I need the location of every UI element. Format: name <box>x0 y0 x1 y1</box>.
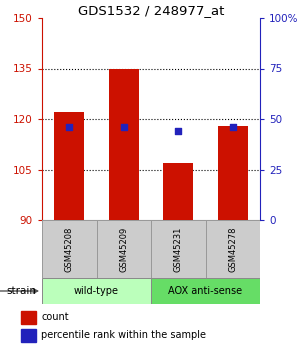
Bar <box>151 278 260 304</box>
Text: wild-type: wild-type <box>74 286 119 296</box>
Bar <box>163 163 193 220</box>
Text: GSM45231: GSM45231 <box>174 226 183 272</box>
Text: GSM45208: GSM45208 <box>65 226 74 272</box>
Bar <box>218 126 248 220</box>
Bar <box>54 112 84 220</box>
Point <box>121 124 126 130</box>
Point <box>67 124 72 130</box>
Text: AOX anti-sense: AOX anti-sense <box>168 286 243 296</box>
Text: GSM45209: GSM45209 <box>119 226 128 272</box>
Bar <box>151 220 206 278</box>
Text: GSM45278: GSM45278 <box>228 226 237 272</box>
Bar <box>20 328 36 342</box>
Bar <box>206 220 260 278</box>
Text: count: count <box>41 312 69 322</box>
Text: strain: strain <box>6 286 36 296</box>
Text: percentile rank within the sample: percentile rank within the sample <box>41 331 206 341</box>
Title: GDS1532 / 248977_at: GDS1532 / 248977_at <box>78 4 224 17</box>
Point <box>176 128 181 134</box>
Bar <box>42 278 151 304</box>
Bar <box>42 220 97 278</box>
Point <box>230 124 235 130</box>
Bar <box>109 69 139 220</box>
Bar <box>20 310 36 324</box>
Bar <box>97 220 151 278</box>
